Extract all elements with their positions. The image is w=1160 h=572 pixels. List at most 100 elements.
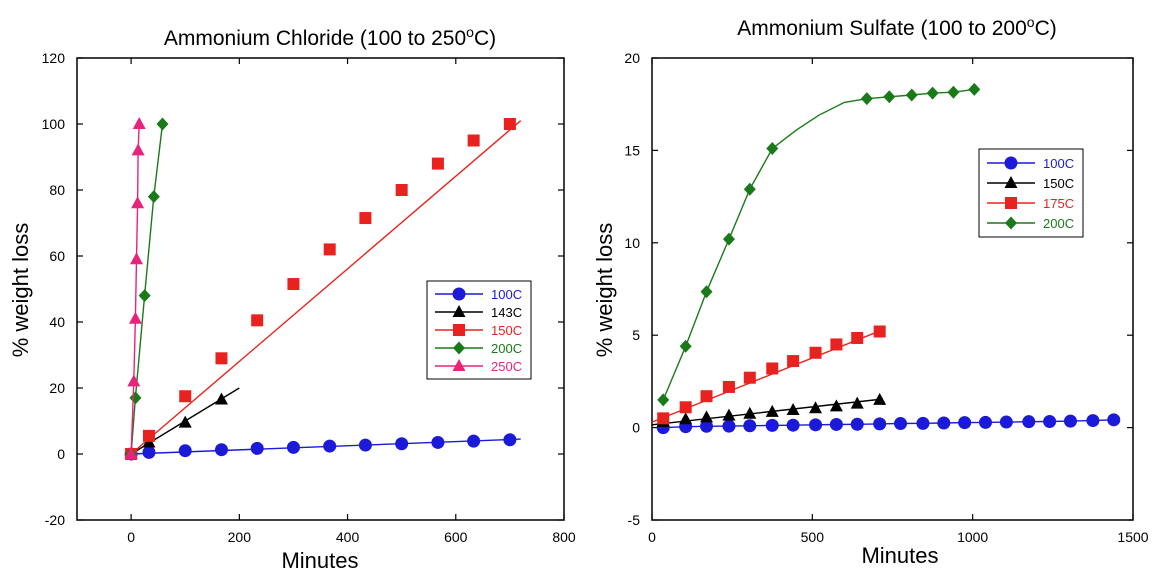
data-point <box>287 278 300 291</box>
data-point <box>947 85 960 99</box>
series-175C <box>651 325 886 425</box>
data-point <box>894 417 908 431</box>
data-point <box>978 415 992 429</box>
data-point <box>765 404 779 417</box>
legend-item: 143C <box>435 305 522 320</box>
legend-item: 175C <box>987 196 1074 211</box>
data-point <box>250 441 264 455</box>
data-point <box>937 416 951 430</box>
data-point <box>179 390 192 403</box>
series-200C <box>125 117 169 461</box>
data-point <box>787 355 800 368</box>
data-point <box>503 118 516 130</box>
data-point <box>131 196 145 209</box>
x-tick-label: 600 <box>444 529 468 545</box>
data-point <box>786 403 800 416</box>
series-line <box>662 88 975 401</box>
x-tick-label: 0 <box>648 529 656 545</box>
data-point <box>873 417 887 431</box>
legend: 100C 150C 175C 200C <box>978 148 1084 238</box>
legend-marker <box>452 305 466 317</box>
data-point <box>809 346 822 359</box>
series-250C <box>124 117 146 459</box>
series-line <box>651 398 883 426</box>
data-point <box>323 243 336 256</box>
y-tick-label: 80 <box>49 182 65 198</box>
data-point <box>700 285 713 299</box>
legend: 100C 143C 150C 200C 250C <box>426 280 532 380</box>
legend-label: 200C <box>1043 216 1074 231</box>
data-point <box>142 429 155 442</box>
legend-label: 175C <box>1043 196 1074 211</box>
chart-ammonium-chloride: Ammonium Chloride (100 to 250oC) -20 0 20 40… <box>8 24 576 572</box>
data-point <box>679 401 692 414</box>
legend-item: 150C <box>435 323 522 338</box>
legend-marker <box>452 287 466 301</box>
data-point <box>850 396 864 409</box>
legend-label: 143C <box>491 305 522 320</box>
data-point <box>722 232 735 246</box>
data-point <box>178 415 192 428</box>
data-point <box>467 434 481 448</box>
y-tick-label: 20 <box>49 380 65 396</box>
legend-marker <box>1004 176 1018 188</box>
data-point <box>395 437 409 451</box>
data-point <box>743 371 756 384</box>
data-point <box>1022 415 1036 429</box>
y-tick-label: -5 <box>628 512 641 528</box>
legend-marker <box>1005 197 1017 209</box>
x-axis-label: Minutes <box>861 543 938 568</box>
legend-marker <box>452 359 466 371</box>
data-point <box>395 184 408 196</box>
y-tick-label: 40 <box>49 314 65 330</box>
data-point <box>700 410 714 423</box>
legend-item: 100C <box>435 287 522 302</box>
y-tick-label: 60 <box>49 248 65 264</box>
data-point <box>766 142 779 156</box>
x-tick-label: 200 <box>228 529 252 545</box>
data-point <box>809 418 823 432</box>
data-point <box>1107 413 1121 427</box>
data-point <box>722 380 735 393</box>
series-100C <box>656 413 1121 435</box>
x-axis-label: Minutes <box>281 548 358 572</box>
data-point <box>286 440 300 454</box>
data-point <box>138 289 151 303</box>
y-tick-label: 5 <box>632 327 640 343</box>
x-tick-label: 1000 <box>957 529 988 545</box>
data-point <box>743 182 756 196</box>
data-point <box>128 311 142 324</box>
data-point <box>722 419 736 433</box>
series-150C <box>125 118 522 460</box>
data-point <box>926 86 939 100</box>
legend-label: 150C <box>491 323 522 338</box>
legend-item: 250C <box>435 359 522 374</box>
series-line <box>130 120 522 455</box>
data-point <box>765 418 779 432</box>
data-point <box>431 435 445 449</box>
legend-label: 200C <box>491 341 522 356</box>
data-point <box>958 416 972 430</box>
y-axis-label: % weight loss <box>8 223 33 358</box>
data-point <box>657 412 670 425</box>
x-tick-label: 0 <box>127 529 135 545</box>
data-point <box>830 338 843 351</box>
chart-ammonium-sulfate: Ammonium Sulfate (100 to 200oC) -5 0 5 10 15 2… <box>592 14 1149 568</box>
data-point <box>905 88 918 102</box>
data-point <box>700 419 714 433</box>
chart-title: Ammonium Chloride (100 to 250oC) <box>164 24 496 50</box>
legend-marker <box>1005 216 1017 230</box>
data-point <box>968 82 981 96</box>
legend-item: 200C <box>435 341 522 356</box>
data-point <box>129 391 142 405</box>
data-point <box>251 314 264 327</box>
data-point <box>503 433 517 447</box>
legend-marker <box>1004 156 1018 170</box>
x-tick-label: 500 <box>801 529 825 545</box>
data-point <box>873 325 886 338</box>
data-point <box>147 190 160 204</box>
y-tick-label: 15 <box>624 142 640 158</box>
y-tick-label: 120 <box>42 50 66 66</box>
data-point <box>679 339 692 353</box>
y-axis-label: % weight loss <box>592 223 617 358</box>
